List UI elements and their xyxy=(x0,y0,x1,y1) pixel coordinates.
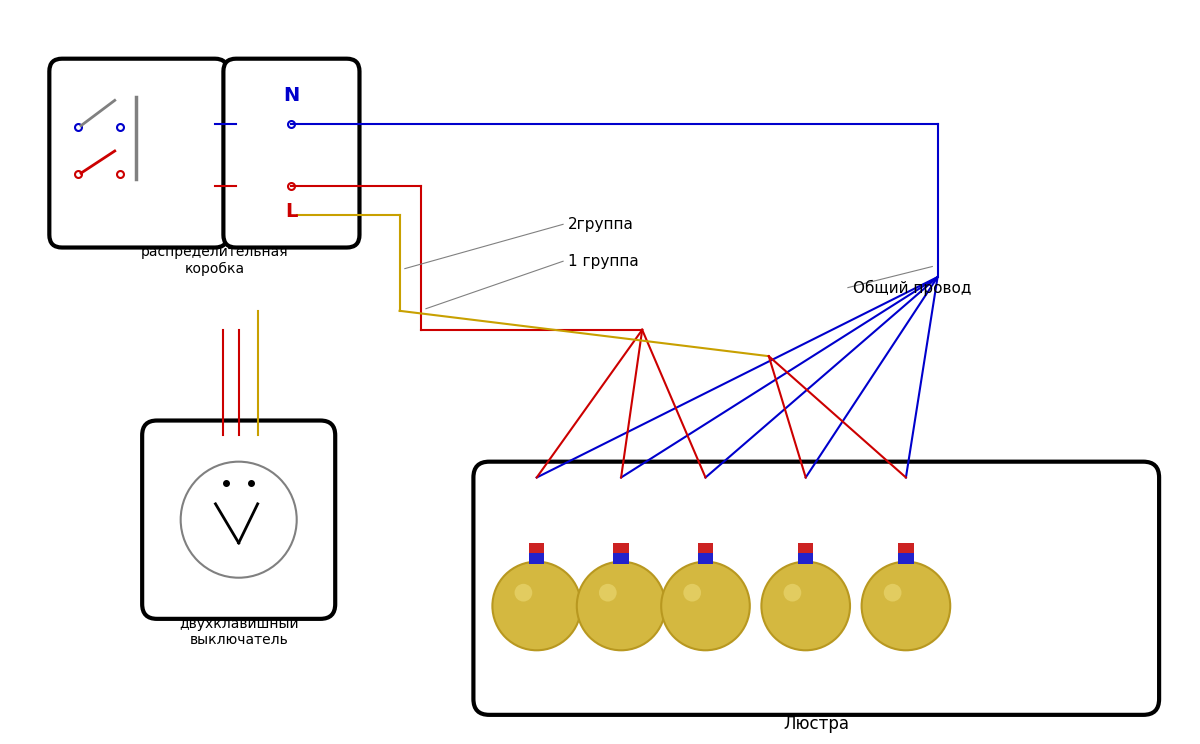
Text: Общий провод: Общий провод xyxy=(853,280,972,295)
Circle shape xyxy=(661,562,750,650)
Text: Люстра: Люстра xyxy=(784,715,850,733)
Bar xyxy=(798,542,814,554)
Circle shape xyxy=(762,562,850,650)
Bar xyxy=(898,542,913,554)
Bar xyxy=(613,554,629,564)
Text: распределительная
коробка: распределительная коробка xyxy=(142,246,289,276)
Bar xyxy=(529,554,545,564)
Bar xyxy=(697,542,713,554)
Bar xyxy=(529,542,545,554)
Circle shape xyxy=(883,584,901,602)
Circle shape xyxy=(599,584,617,602)
Circle shape xyxy=(784,584,802,602)
Circle shape xyxy=(492,562,581,650)
Bar xyxy=(798,554,814,564)
Circle shape xyxy=(515,584,533,602)
FancyBboxPatch shape xyxy=(142,420,335,619)
FancyBboxPatch shape xyxy=(223,59,360,248)
Text: двухклавишный
выключатель: двухклавишный выключатель xyxy=(179,617,299,647)
Bar xyxy=(898,554,913,564)
FancyBboxPatch shape xyxy=(474,462,1159,715)
Bar xyxy=(697,554,713,564)
Text: 2группа: 2группа xyxy=(569,217,635,232)
Bar xyxy=(613,542,629,554)
FancyBboxPatch shape xyxy=(49,59,228,248)
Text: L: L xyxy=(286,202,298,222)
Text: N: N xyxy=(283,86,300,106)
Text: 1 группа: 1 группа xyxy=(569,254,640,269)
Circle shape xyxy=(862,562,950,650)
Circle shape xyxy=(683,584,701,602)
Circle shape xyxy=(577,562,666,650)
